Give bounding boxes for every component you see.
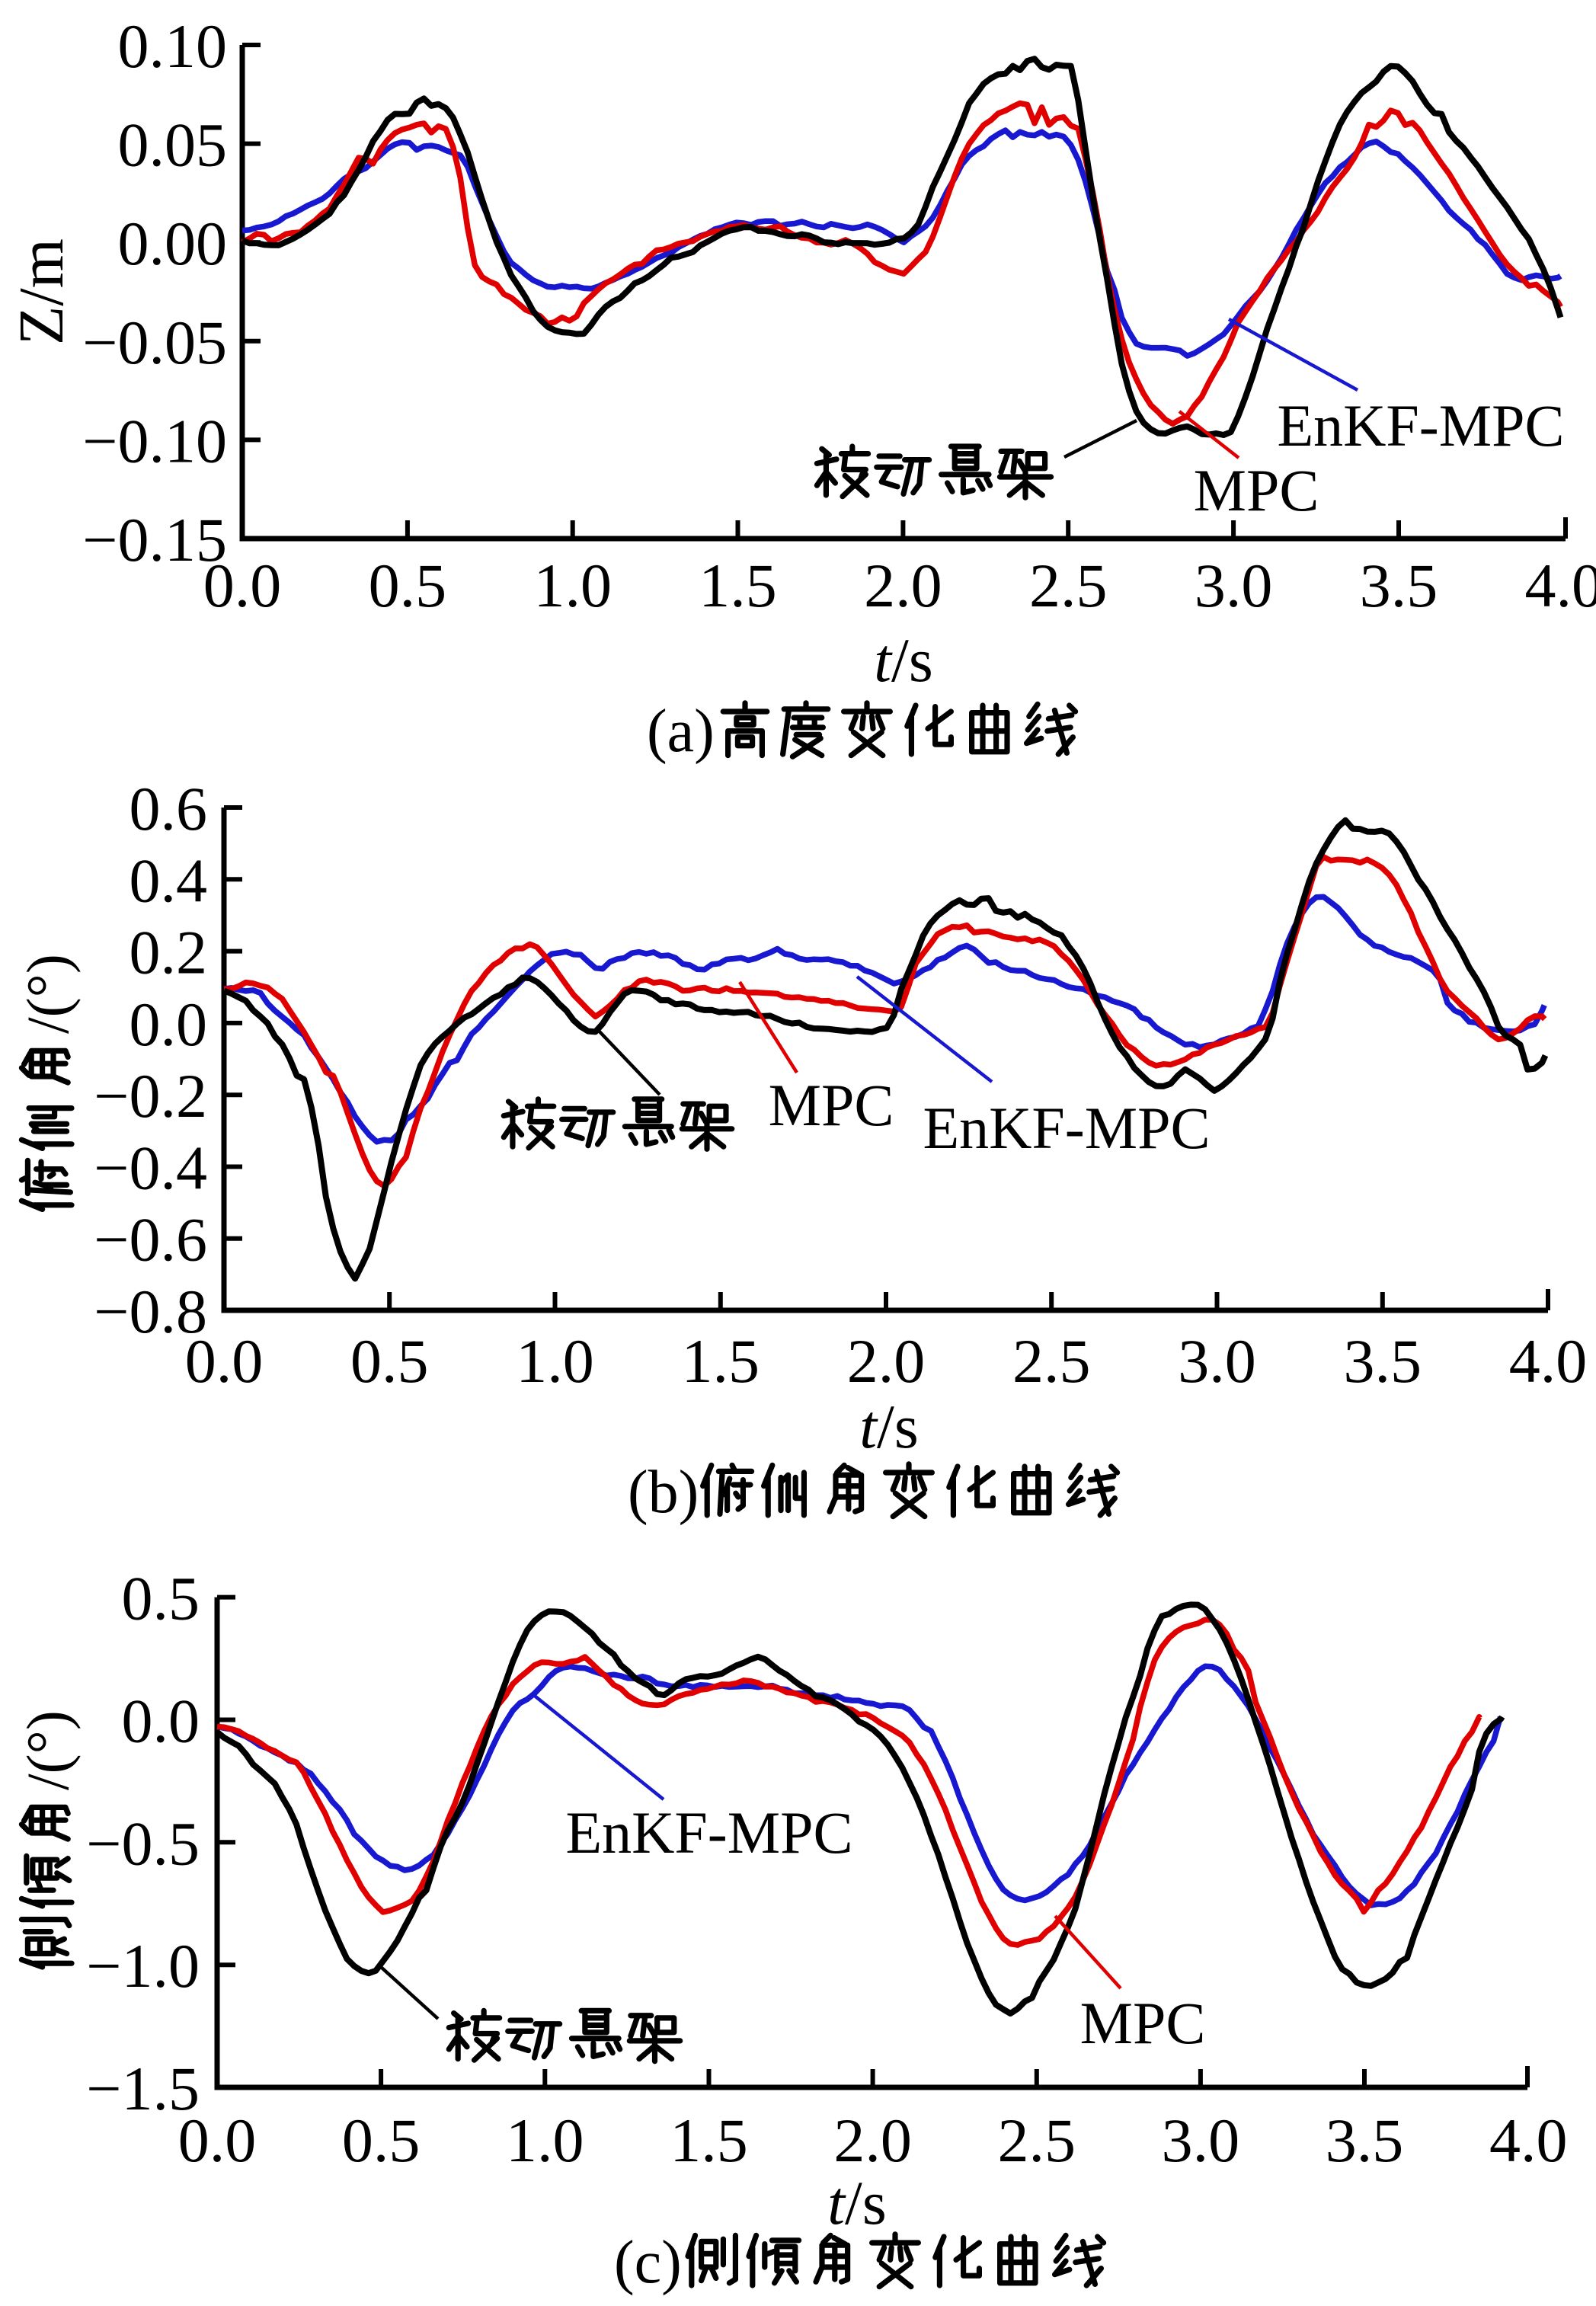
- svg-text:−1.5: −1.5: [86, 2054, 200, 2123]
- svg-text:−0.8: −0.8: [94, 1277, 207, 1346]
- svg-text:Z/m: Z/m: [6, 238, 77, 345]
- svg-text:0.10: 0.10: [118, 11, 228, 81]
- svg-text:2.5: 2.5: [1029, 551, 1108, 620]
- svg-text:2.5: 2.5: [1012, 1326, 1091, 1396]
- svg-text:1.0: 1.0: [533, 551, 612, 620]
- svg-text:4.0: 4.0: [1489, 2106, 1568, 2175]
- svg-text:EnKF-MPC: EnKF-MPC: [1277, 392, 1564, 459]
- svg-text:4.0: 4.0: [1509, 1326, 1588, 1396]
- svg-text:−0.10: −0.10: [82, 406, 227, 475]
- svg-text:MPC: MPC: [1080, 1990, 1206, 2056]
- svg-text:t/s: t/s: [859, 1392, 919, 1461]
- svg-text:−1.0: −1.0: [86, 1931, 200, 2001]
- svg-text:0.0: 0.0: [178, 2106, 257, 2175]
- svg-text:(b): (b): [628, 1459, 699, 1526]
- svg-text:/(°): /(°): [14, 954, 81, 1034]
- svg-text:1.0: 1.0: [516, 1326, 594, 1396]
- svg-text:3.0: 3.0: [1162, 2106, 1240, 2175]
- svg-text:2.0: 2.0: [833, 2106, 912, 2175]
- svg-text:0.0: 0.0: [130, 990, 208, 1059]
- svg-text:0.0: 0.0: [203, 551, 282, 620]
- svg-text:3.5: 3.5: [1360, 551, 1438, 620]
- svg-text:0.00: 0.00: [118, 209, 228, 278]
- svg-text:1.5: 1.5: [670, 2106, 748, 2175]
- svg-text:0.6: 0.6: [130, 774, 208, 843]
- svg-text:0.5: 0.5: [350, 1326, 429, 1396]
- svg-text:t/s: t/s: [827, 2168, 887, 2237]
- svg-text:EnKF-MPC: EnKF-MPC: [565, 1799, 852, 1866]
- svg-text:1.0: 1.0: [506, 2106, 584, 2175]
- svg-text:(c): (c): [614, 2229, 682, 2296]
- svg-text:/(°): /(°): [14, 1710, 81, 1790]
- svg-text:−0.4: −0.4: [94, 1134, 207, 1203]
- svg-text:0.05: 0.05: [118, 110, 228, 180]
- svg-text:3.0: 3.0: [1178, 1326, 1256, 1396]
- svg-text:−0.5: −0.5: [86, 1809, 200, 1878]
- svg-text:−0.6: −0.6: [94, 1205, 207, 1275]
- svg-text:0.5: 0.5: [369, 551, 447, 620]
- svg-text:(a): (a): [647, 698, 715, 765]
- svg-text:2.0: 2.0: [847, 1326, 926, 1396]
- svg-text:2.5: 2.5: [998, 2106, 1076, 2175]
- svg-text:0.0: 0.0: [122, 1687, 200, 1756]
- svg-text:3.5: 3.5: [1326, 2106, 1404, 2175]
- svg-text:4.0: 4.0: [1525, 551, 1596, 620]
- svg-text:−0.05: −0.05: [82, 308, 227, 377]
- svg-text:MPC: MPC: [1194, 457, 1319, 523]
- svg-text:−0.2: −0.2: [94, 1061, 207, 1131]
- svg-text:0.5: 0.5: [342, 2106, 421, 2175]
- svg-text:1.5: 1.5: [682, 1326, 760, 1396]
- svg-text:MPC: MPC: [769, 1072, 894, 1138]
- svg-text:2.0: 2.0: [864, 551, 942, 620]
- svg-text:3.5: 3.5: [1344, 1326, 1422, 1396]
- svg-text:−0.15: −0.15: [82, 505, 227, 574]
- svg-text:0.5: 0.5: [122, 1564, 200, 1633]
- svg-text:t/s: t/s: [874, 625, 933, 695]
- svg-text:1.5: 1.5: [699, 551, 777, 620]
- svg-text:3.0: 3.0: [1195, 551, 1273, 620]
- svg-text:0.4: 0.4: [130, 846, 208, 915]
- svg-text:EnKF-MPC: EnKF-MPC: [923, 1095, 1210, 1161]
- svg-text:0.2: 0.2: [130, 918, 208, 987]
- svg-text:0.0: 0.0: [185, 1326, 264, 1396]
